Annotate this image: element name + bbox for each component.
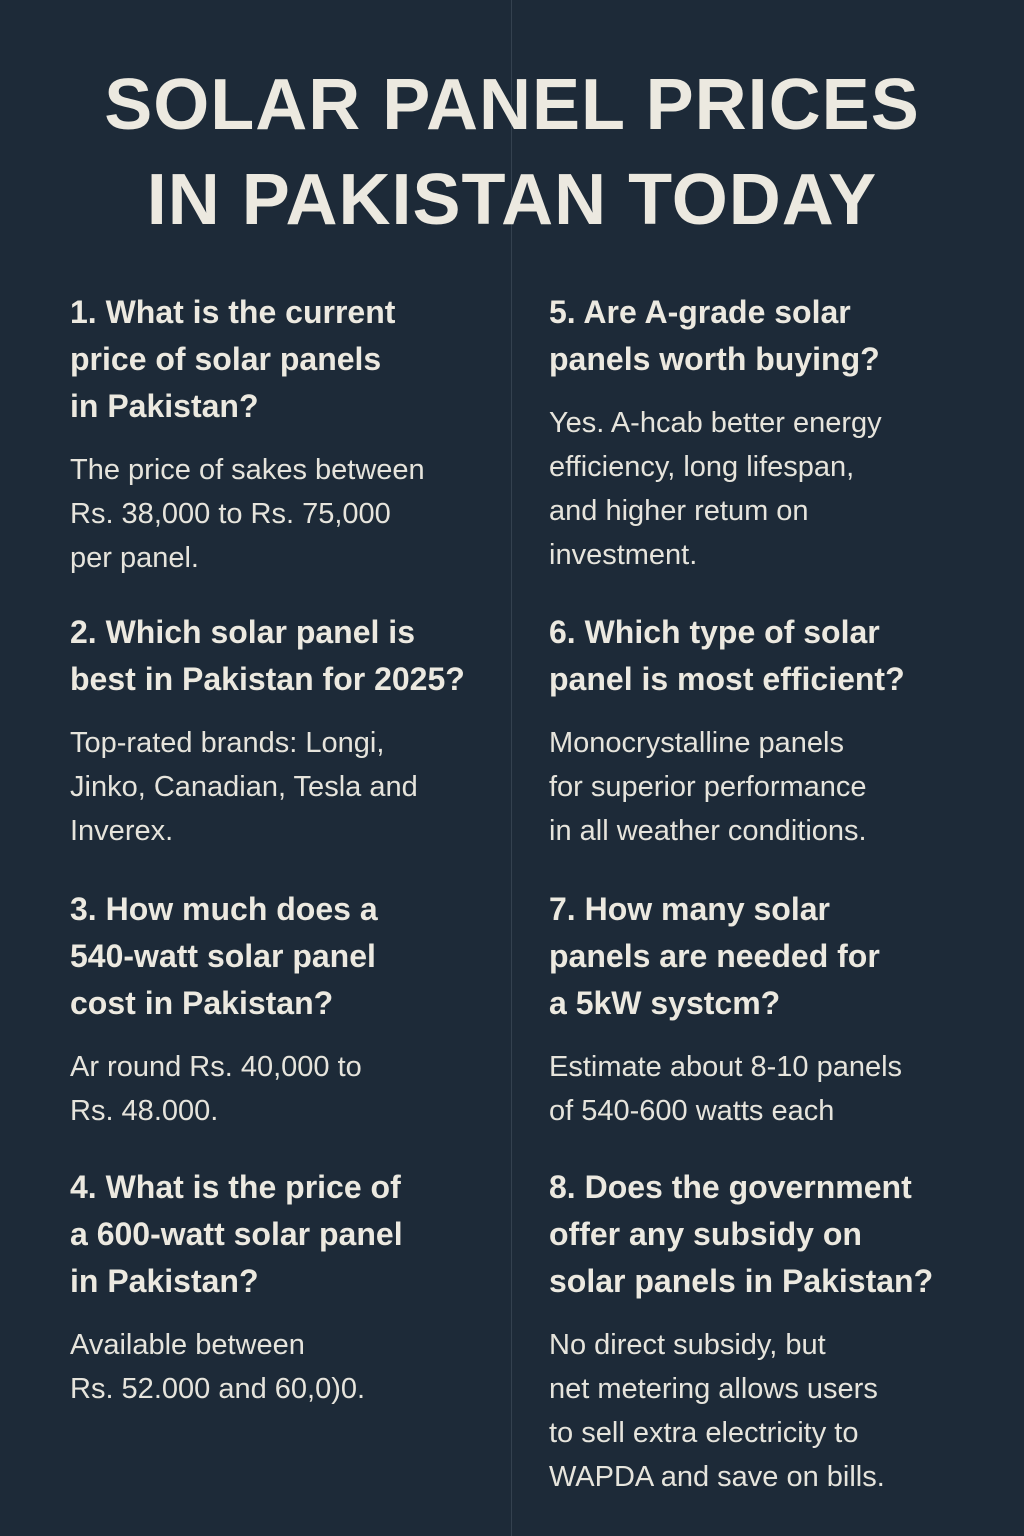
question-line: in Pakistan? [70,388,259,424]
question-line: best in Pakistan for 2025? [70,661,465,697]
answer-line: for superior performance [549,771,867,803]
faq-item: 3. How much does a 540-watt solar panel co… [70,886,510,1133]
question-line: 7. How many solar [549,891,830,927]
question: 5. Are A-grade solar panels worth buying? [549,289,989,383]
answer-line: Monocrystalline panels [549,727,844,759]
question-line: cost in Pakistan? [70,985,334,1021]
question-line: panels are needed for [549,938,880,974]
question-line: panels worth buying? [549,341,880,377]
answer-line: WAPDA and save on bills. [549,1461,885,1493]
answer: Yes. A-hcab better energy efficiency, lon… [549,401,989,577]
answer-line: Yes. A-hcab better energy [549,407,882,439]
answer-line: of 540-600 watts each [549,1095,835,1127]
question-line: 540-watt solar panel [70,938,376,974]
question-line: 5. Are A-grade solar [549,294,851,330]
answer-line: No direct subsidy, but [549,1329,826,1361]
answer-line: Estimate about 8-10 panels [549,1051,903,1083]
answer-line: Rs. 48.000. [70,1095,219,1127]
question-line: solar panels in Pakistan? [549,1263,934,1299]
question: 6. Which type of solar panel is most effi… [549,609,989,703]
answer-line: per panel. [70,542,199,574]
faq-item: 4. What is the price of a 600-watt solar … [70,1164,510,1411]
answer: Estimate about 8-10 panels of 540-600 wat… [549,1045,989,1133]
answer-line: Top-rated brands: Longi, [70,727,385,759]
answer-line: to sell extra electricity to [549,1417,859,1449]
question-line: 6. Which type of solar [549,614,880,650]
faq-item: 5. Are A-grade solar panels worth buying?… [549,289,989,577]
title-line: SOLAR PANEL PRICES [104,65,920,145]
answer-line: Rs. 52.000 and 60,0)0. [70,1373,366,1405]
answer: No direct subsidy, but net metering allow… [549,1323,989,1499]
faq-item: 1. What is the current price of solar pan… [70,289,510,580]
title-line: IN PAKISTAN TODAY [146,160,878,240]
answer: Available between Rs. 52.000 and 60,0)0. [70,1323,510,1411]
answer-line: Inverex. [70,815,174,847]
question: 4. What is the price of a 600-watt solar … [70,1164,510,1305]
question-line: in Pakistan? [70,1263,259,1299]
faq-item: 2. Which solar panel is best in Pakistan … [70,609,510,853]
answer: Monocrystalline panels for superior perfo… [549,721,989,853]
question: 2. Which solar panel is best in Pakistan … [70,609,510,703]
answer-line: The price of sakes between [70,454,425,486]
question: 7. How many solar panels are needed for a … [549,886,989,1027]
answer-line: in all weather conditions. [549,815,867,847]
answer: Top-rated brands: Longi, Jinko, Canadian,… [70,721,510,853]
question-line: 3. How much does a [70,891,378,927]
question-line: 1. What is the current [70,294,396,330]
answer-line: Available between [70,1329,305,1361]
answer: The price of sakes between Rs. 38,000 to … [70,448,510,580]
question: 3. How much does a 540-watt solar panel co… [70,886,510,1027]
question: 1. What is the current price of solar pan… [70,289,510,430]
question-line: 4. What is the price of [70,1169,401,1205]
question-line: offer any subsidy on [549,1216,862,1252]
question-line: price of solar panels [70,341,382,377]
question: 8. Does the government offer any subsidy … [549,1164,989,1305]
question-line: a 600-watt solar panel [70,1216,403,1252]
question-line: 2. Which solar panel is [70,614,415,650]
answer-line: Rs. 38,000 to Rs. 75,000 [70,498,391,530]
column-divider [511,0,512,1536]
answer: Ar round Rs. 40,000 to Rs. 48.000. [70,1045,510,1133]
question-line: panel is most efficient? [549,661,905,697]
answer-line: net metering allows users [549,1373,878,1405]
answer-line: investment. [549,539,698,571]
answer-line: and higher retum on [549,495,809,527]
faq-item: 6. Which type of solar panel is most effi… [549,609,989,853]
faq-item: 7. How many solar panels are needed for a … [549,886,989,1133]
answer-line: Jinko, Canadian, Tesla and [70,771,418,803]
faq-item: 8. Does the government offer any subsidy … [549,1164,989,1499]
question-line: 8. Does the government [549,1169,912,1205]
question-line: a 5kW systcm? [549,985,781,1021]
answer-line: Ar round Rs. 40,000 to [70,1051,362,1083]
answer-line: efficiency, long lifespan, [549,451,855,483]
